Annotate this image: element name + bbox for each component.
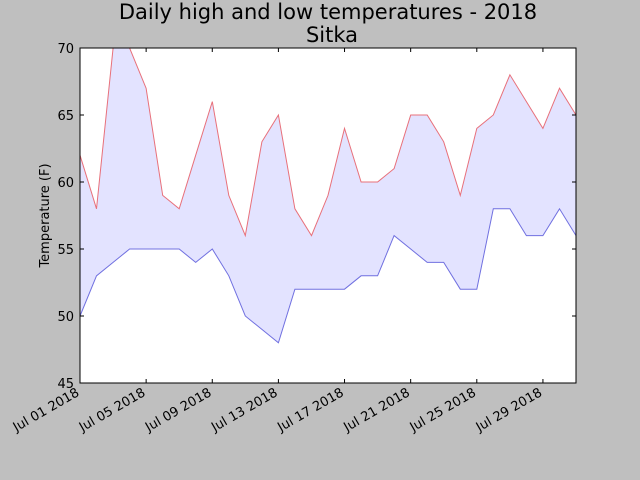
chart-subtitle: Sitka [306,23,358,47]
y-axis-label: Temperature (F) [38,163,53,268]
x-tick-label: Jul 01 2018 [10,385,82,435]
x-tick-label: Jul 13 2018 [208,385,280,435]
high-temperature-line [79,47,577,238]
y-tick-label: 55 [57,243,74,258]
plot-frame [79,47,577,384]
y-tick-label: 70 [57,42,74,57]
x-tick-label: Jul 05 2018 [76,385,148,435]
y-tick-label: 50 [57,310,74,325]
y-tick-label: 65 [57,109,74,124]
x-tick-label: Jul 17 2018 [274,385,346,435]
series-layer [79,47,577,344]
x-tick-label: Jul 29 2018 [473,385,545,435]
x-tick-label: Jul 25 2018 [407,385,479,435]
x-tick-label: Jul 21 2018 [341,385,413,435]
low-temperature-line [79,207,577,344]
y-axis: 45 50 55 60 65 70 [57,42,576,392]
x-tick-label: Jul 09 2018 [142,385,214,435]
y-tick-label: 60 [57,176,74,191]
chart-title: Daily high and low temperatures - 2018 [119,0,537,24]
y-tick-label: 45 [57,377,74,392]
